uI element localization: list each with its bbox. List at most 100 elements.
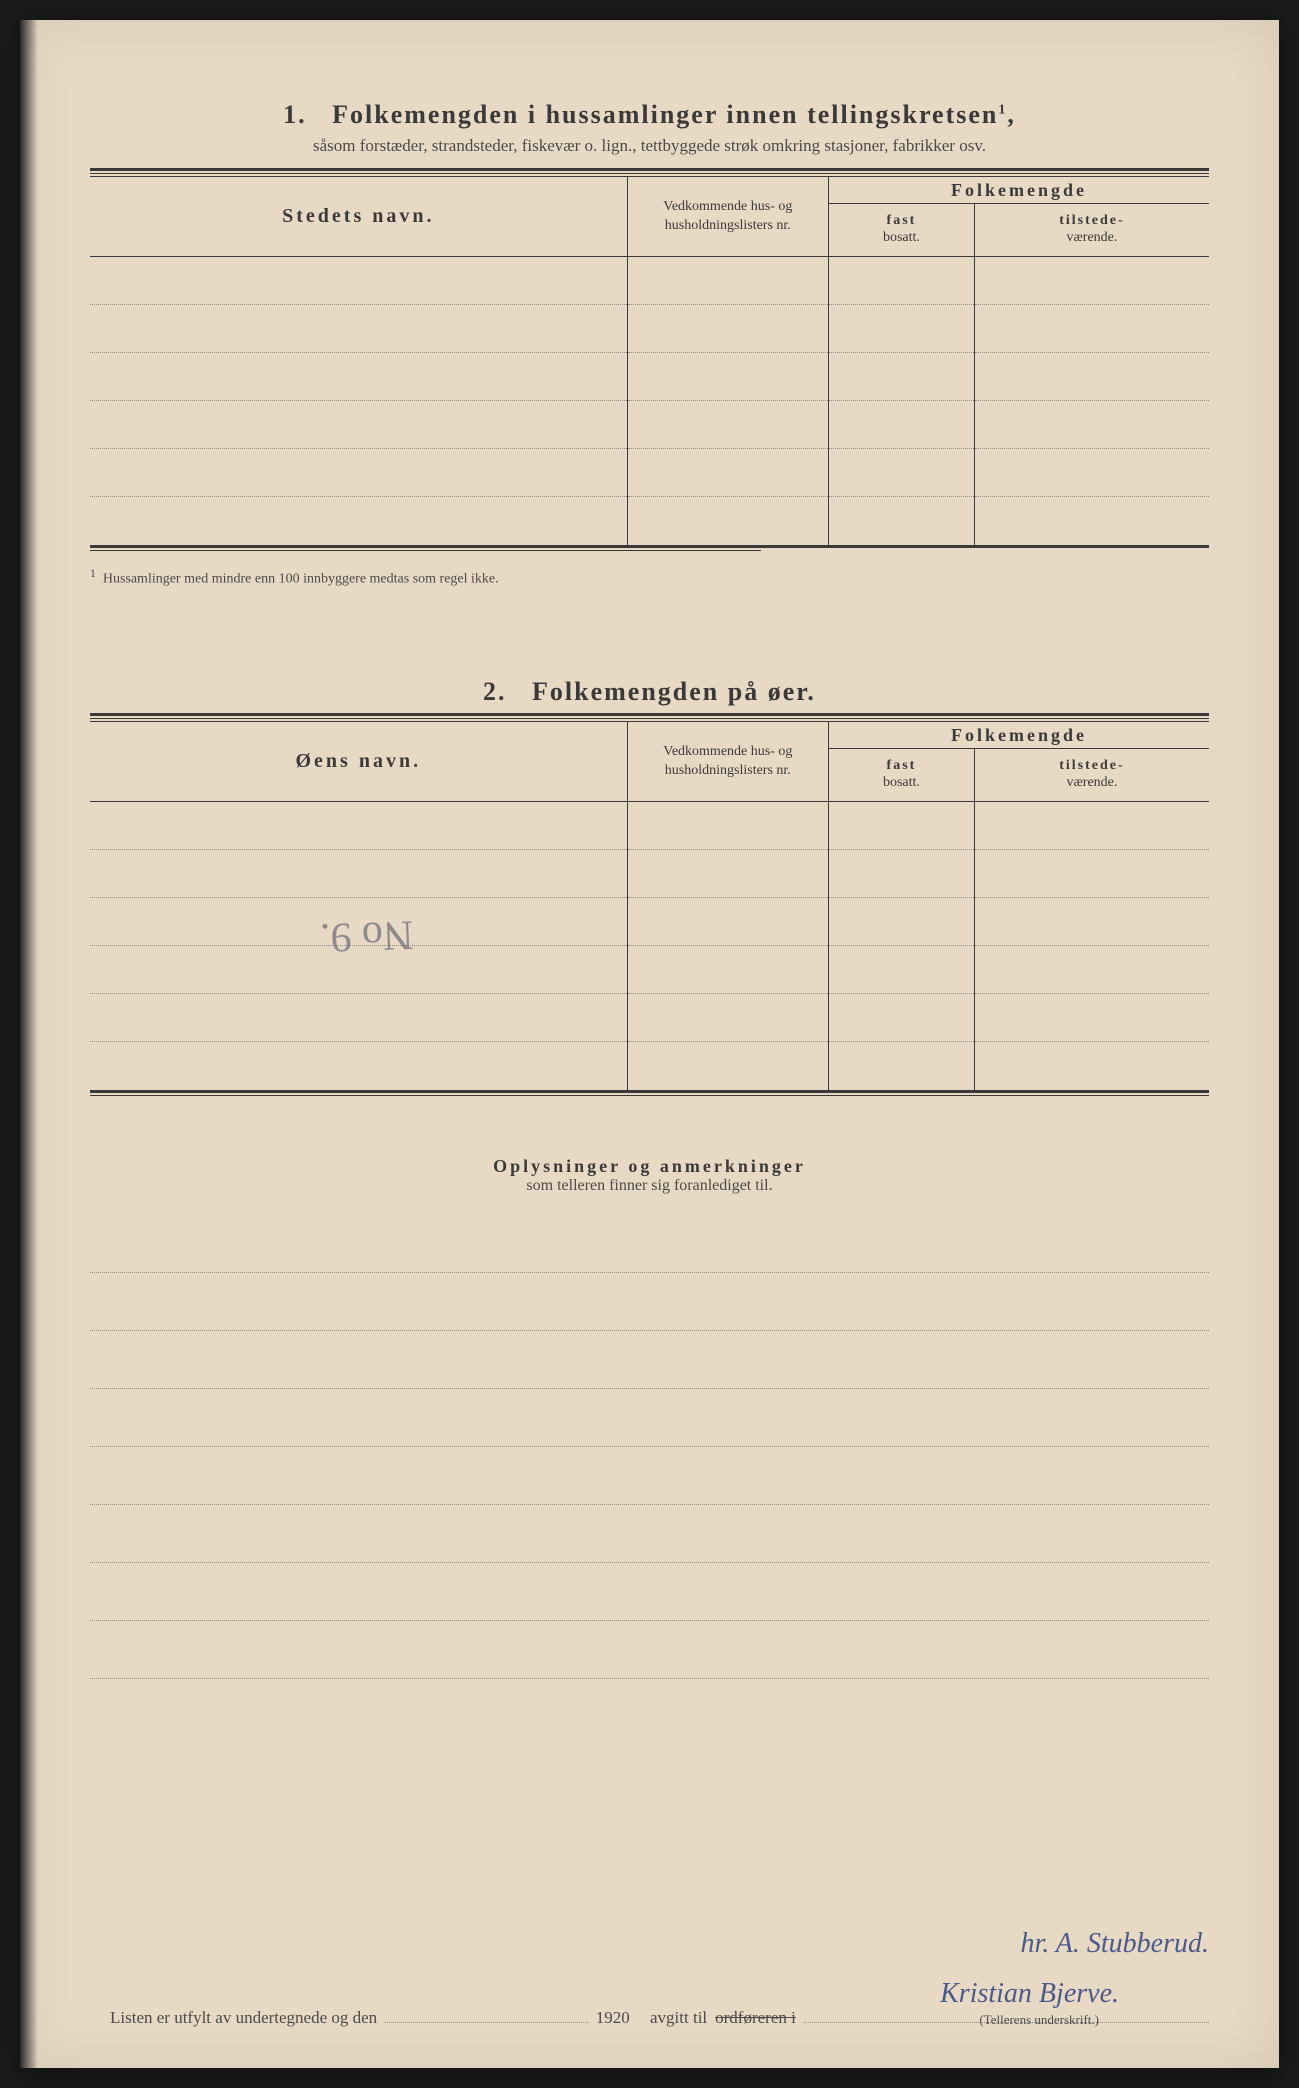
table-cell xyxy=(627,353,828,401)
notes-line xyxy=(90,1389,1209,1447)
col-tilstede: tilstede- værende. xyxy=(974,204,1209,257)
table-cell xyxy=(974,305,1209,353)
table-cell xyxy=(90,497,627,545)
col-folkemengde: Folkemengde xyxy=(829,177,1209,204)
table-cell xyxy=(829,401,975,449)
footer-blank1 xyxy=(385,2003,588,2023)
notes-line xyxy=(90,1621,1209,1679)
table-row xyxy=(90,802,1209,850)
section2-rule-bottom2 xyxy=(90,1095,1209,1096)
table-cell xyxy=(90,1042,627,1090)
table-cell xyxy=(829,497,975,545)
section2-rule-top2 xyxy=(90,718,1209,719)
table-cell xyxy=(90,353,627,401)
table-cell xyxy=(627,449,828,497)
table-cell xyxy=(829,898,975,946)
section1-rule-bottom xyxy=(90,545,1209,548)
table-cell xyxy=(627,850,828,898)
table-cell xyxy=(974,497,1209,545)
signature-teller: Kristian Bjerve. xyxy=(940,1978,1119,2010)
table-cell xyxy=(90,994,627,1042)
section2-title-text: Folkemengden på øer. xyxy=(532,677,816,706)
section2-table: Øens navn. Vedkommende hus- og husholdni… xyxy=(90,721,1209,1090)
table-row xyxy=(90,353,1209,401)
table-row xyxy=(90,994,1209,1042)
section1-subtitle: såsom forstæder, strandsteder, fiskevær … xyxy=(90,136,1209,156)
section1-footnote: 1 Hussamlinger med mindre enn 100 innbyg… xyxy=(90,567,1209,588)
table-cell xyxy=(974,850,1209,898)
table-cell xyxy=(829,449,975,497)
table-cell xyxy=(974,946,1209,994)
signature-recipient: hr. A. Stubberud. xyxy=(1021,1928,1210,1960)
section2-rule-top xyxy=(90,713,1209,716)
notes-line xyxy=(90,1563,1209,1621)
table-cell xyxy=(627,994,828,1042)
table-cell xyxy=(627,802,828,850)
footer-text-a: Listen er utfylt av undertegnede og den xyxy=(110,2008,377,2028)
footer-text-b: avgitt til xyxy=(650,2008,707,2028)
notes-line xyxy=(90,1447,1209,1505)
table-cell xyxy=(829,850,975,898)
footer-strike: ordføreren i xyxy=(715,2008,796,2028)
section2-body xyxy=(90,802,1209,1090)
section2-rule-bottom xyxy=(90,1090,1209,1093)
table-cell xyxy=(627,898,828,946)
notes-line xyxy=(90,1331,1209,1389)
col-fast: fast bosatt. xyxy=(829,204,975,257)
notes-section: Oplysninger og anmerkninger som telleren… xyxy=(90,1156,1209,1679)
table-cell xyxy=(829,802,975,850)
section1-rule-top2 xyxy=(90,173,1209,174)
table-cell xyxy=(829,353,975,401)
table-cell xyxy=(974,401,1209,449)
col-oens-navn: Øens navn. xyxy=(90,722,627,802)
table-cell xyxy=(974,802,1209,850)
table-cell xyxy=(829,257,975,305)
table-cell xyxy=(829,994,975,1042)
col-hus: Vedkommende hus- og husholdningslisters … xyxy=(627,177,828,257)
section1-rule-bottom2 xyxy=(90,550,761,551)
table-cell xyxy=(974,898,1209,946)
table-row xyxy=(90,898,1209,946)
table-row xyxy=(90,1042,1209,1090)
section1-rule-top xyxy=(90,168,1209,171)
notes-line xyxy=(90,1273,1209,1331)
section2-number: 2. xyxy=(483,677,507,706)
notes-line xyxy=(90,1215,1209,1273)
table-row xyxy=(90,401,1209,449)
census-form-page: 1. Folkemengden i hussamlinger innen tel… xyxy=(20,20,1279,2068)
table-cell xyxy=(829,305,975,353)
section2: 2. Folkemengden på øer. Øens navn. Vedko… xyxy=(90,677,1209,1096)
table-cell xyxy=(974,353,1209,401)
table-cell xyxy=(90,305,627,353)
table-cell xyxy=(829,1042,975,1090)
table-cell xyxy=(974,1042,1209,1090)
notes-title: Oplysninger og anmerkninger xyxy=(90,1156,1209,1177)
col-stedets-navn: Stedets navn. xyxy=(90,177,627,257)
section1-title-text: Folkemengden i hussamlinger innen tellin… xyxy=(332,100,998,129)
table-cell xyxy=(627,257,828,305)
table-cell xyxy=(974,257,1209,305)
col-hus2: Vedkommende hus- og husholdningslisters … xyxy=(627,722,828,802)
signature-label: (Tellerens underskrift.) xyxy=(979,2012,1099,2028)
table-cell xyxy=(90,401,627,449)
table-cell xyxy=(627,305,828,353)
notes-subtitle: som telleren finner sig foranlediget til… xyxy=(90,1177,1209,1195)
col-tilstede2: tilstede- værende. xyxy=(974,749,1209,802)
footer: Listen er utfylt av undertegnede og den … xyxy=(110,2003,1209,2028)
table-cell xyxy=(627,946,828,994)
table-row xyxy=(90,449,1209,497)
section1-sup: 1 xyxy=(998,102,1007,117)
table-cell xyxy=(627,497,828,545)
section1-number: 1. xyxy=(283,100,307,129)
table-row xyxy=(90,946,1209,994)
notes-line xyxy=(90,1505,1209,1563)
section2-title: 2. Folkemengden på øer. xyxy=(90,677,1209,707)
table-row xyxy=(90,257,1209,305)
section1-body xyxy=(90,257,1209,545)
section1-table: Stedets navn. Vedkommende hus- og hushol… xyxy=(90,176,1209,545)
col-folkemengde2: Folkemengde xyxy=(829,722,1209,749)
table-cell xyxy=(90,802,627,850)
table-cell xyxy=(829,946,975,994)
table-row xyxy=(90,850,1209,898)
col-fast2: fast bosatt. xyxy=(829,749,975,802)
